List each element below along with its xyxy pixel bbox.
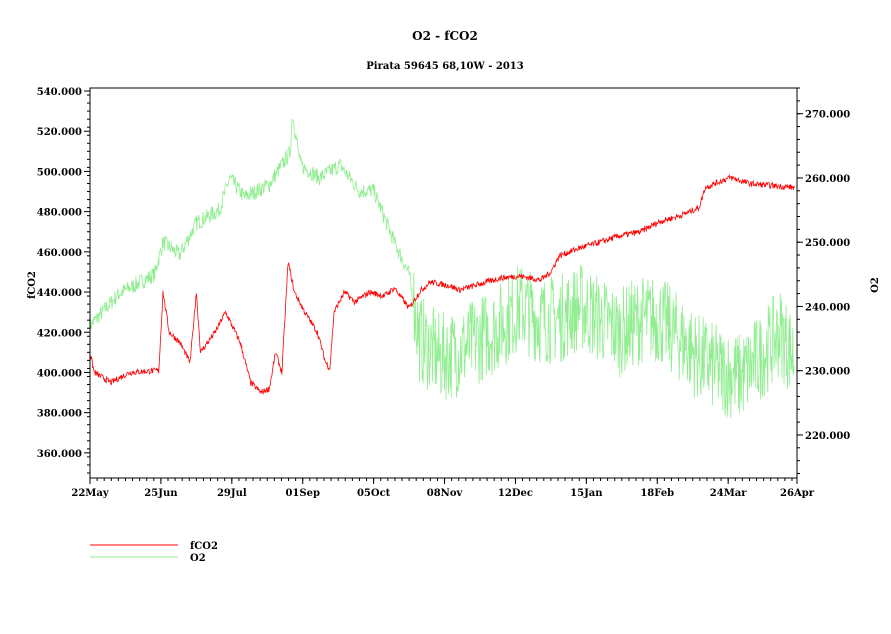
x-tick-label: 29Jul bbox=[217, 488, 247, 499]
y-left-tick-label: 360.000 bbox=[37, 449, 82, 460]
legend-label-fco2: fCO2 bbox=[190, 541, 218, 552]
chart-subtitle: Pirata 59645 68,10W - 2013 bbox=[366, 61, 523, 72]
x-tick-label: 18Feb bbox=[640, 488, 674, 499]
x-tick-label: 24Mar bbox=[710, 488, 747, 499]
y-left-tick-label: 500.000 bbox=[37, 167, 82, 178]
x-tick-label: 15Jan bbox=[570, 488, 603, 499]
y-right-tick-label: 220.000 bbox=[805, 431, 850, 442]
y-left-tick-label: 380.000 bbox=[37, 409, 82, 420]
x-tick-label: 26Apr bbox=[780, 488, 815, 499]
x-tick-label: 22May bbox=[71, 488, 109, 499]
series-line-fco2 bbox=[89, 173, 795, 395]
y-left-tick-label: 420.000 bbox=[37, 328, 82, 339]
chart-title: O2 - fCO2 bbox=[412, 29, 478, 43]
y-axis-left-label: fCO2 bbox=[27, 271, 38, 299]
y-right-tick-label: 260.000 bbox=[805, 174, 850, 185]
y-left-tick-label: 480.000 bbox=[37, 208, 82, 219]
y-right-tick-label: 270.000 bbox=[805, 110, 850, 121]
x-tick-label: 08Nov bbox=[427, 488, 464, 499]
plot-frame bbox=[89, 87, 798, 479]
y-left-tick-label: 520.000 bbox=[37, 127, 82, 138]
legend: fCO2 O2 bbox=[90, 541, 218, 564]
y-left-tick-label: 440.000 bbox=[37, 288, 82, 299]
y-right-tick-label: 230.000 bbox=[805, 367, 850, 378]
x-tick-label: 01Sep bbox=[285, 488, 320, 499]
x-tick-label: 12Dec bbox=[498, 488, 533, 499]
legend-label-o2: O2 bbox=[190, 553, 206, 564]
y-axis-right-label: O2 bbox=[870, 277, 881, 293]
y-right-tick-label: 250.000 bbox=[805, 238, 850, 249]
x-tick-label: 05Oct bbox=[357, 488, 391, 499]
y-right-tick-label: 240.000 bbox=[805, 302, 850, 313]
y-left-tick-label: 400.000 bbox=[37, 368, 82, 379]
y-left-tick-label: 540.000 bbox=[37, 87, 82, 98]
x-tick-label: 25Jun bbox=[144, 488, 178, 499]
series-line-o2 bbox=[89, 118, 795, 418]
y-left-tick-label: 460.000 bbox=[37, 248, 82, 259]
